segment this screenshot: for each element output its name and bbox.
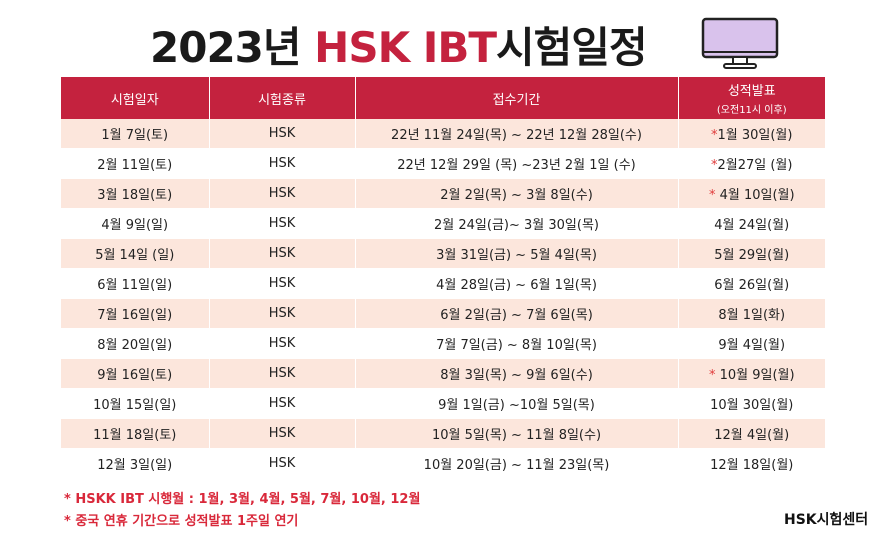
- header-type: 시험종류: [209, 77, 356, 119]
- cell-type: HSK: [209, 388, 356, 419]
- title-accent: HSK IBT: [314, 23, 497, 72]
- cell-type: HSK: [209, 119, 356, 149]
- cell-period: 22년 12월 29일 (목) ~23년 2월 1일 (수): [355, 148, 679, 179]
- cell-period: 8월 3일(목) ~ 9월 6일(수): [355, 358, 679, 389]
- table-row: 3월 18일(토) HSK 2월 2일(목) ~ 3월 8일(수) * 4월 1…: [61, 178, 825, 209]
- cell-period: 10월 5일(목) ~ 11월 8일(수): [355, 418, 679, 449]
- table-row: 2월 11일(토) HSK 22년 12월 29일 (목) ~23년 2월 1일…: [61, 148, 825, 179]
- result-star: *: [711, 158, 718, 173]
- page-title: 2023년 HSK IBT시험일정: [150, 14, 648, 75]
- result-date: 4월 24일(월): [714, 218, 790, 233]
- cell-period: 2월 24일(금)~ 3월 30일(목): [355, 208, 679, 239]
- title-area: 2023년 HSK IBT시험일정: [0, 10, 886, 72]
- cell-type: HSK: [209, 298, 356, 329]
- table-row: 4월 9일(일) HSK 2월 24일(금)~ 3월 30일(목) 4월 24일…: [61, 208, 825, 239]
- cell-type: HSK: [209, 148, 356, 179]
- header-result: 성적발표 (오전11시 이후): [678, 77, 825, 119]
- brand-label: HSK시험센터: [784, 512, 869, 528]
- result-date: 4월 10일(월): [719, 188, 795, 203]
- cell-result: * 4월 10일(월): [678, 178, 825, 209]
- cell-type: HSK: [209, 418, 356, 449]
- cell-date: 12월 3일(일): [61, 448, 210, 479]
- cell-result: * 10월 9일(월): [678, 358, 825, 389]
- cell-date: 8월 20일(일): [61, 328, 210, 359]
- cell-result: 10월 30일(월): [678, 388, 825, 419]
- footnote-delay: * 중국 연휴 기간으로 성적발표 1주일 연기: [64, 514, 299, 529]
- cell-result: 6월 26일(월): [678, 268, 825, 299]
- cell-date: 3월 18일(토): [61, 178, 210, 209]
- cell-date: 4월 9일(일): [61, 208, 210, 239]
- header-result-label: 성적발표: [727, 84, 776, 99]
- table-row: 12월 3일(일) HSK 10월 20일(금) ~ 11월 23일(목) 12…: [61, 448, 825, 479]
- table-row: 9월 16일(토) HSK 8월 3일(목) ~ 9월 6일(수) * 10월 …: [61, 358, 825, 389]
- cell-type: HSK: [209, 268, 356, 299]
- header-period: 접수기간: [355, 77, 679, 119]
- cell-date: 6월 11일(일): [61, 268, 210, 299]
- cell-result: 5월 29일(월): [678, 238, 825, 269]
- result-date: 12월 4일(월): [714, 428, 790, 443]
- result-date: 8월 1일(화): [718, 308, 786, 323]
- table-row: 1월 7일(토) HSK 22년 11월 24일(목) ~ 22년 12월 28…: [61, 119, 825, 149]
- cell-result: 4월 24일(월): [678, 208, 825, 239]
- result-date: 10월 30일(월): [710, 398, 794, 413]
- result-star: *: [711, 128, 718, 143]
- cell-period: 4월 28일(금) ~ 6월 1일(목): [355, 268, 679, 299]
- exam-schedule-table: 시험일자 시험종류 접수기간 성적발표 (오전11시 이후) 1월 7일(토) H…: [61, 77, 825, 479]
- cell-date: 10월 15일(일): [61, 388, 210, 419]
- cell-period: 9월 1일(금) ~10월 5일(목): [355, 388, 679, 419]
- result-date: 2월27일 (월): [717, 158, 793, 173]
- cell-result: 12월 18일(월): [678, 448, 825, 479]
- cell-type: HSK: [209, 448, 356, 479]
- cell-period: 6월 2일(금) ~ 7월 6일(목): [355, 298, 679, 329]
- cell-date: 1월 7일(토): [61, 119, 210, 149]
- result-star: *: [708, 368, 720, 383]
- table-body: 1월 7일(토) HSK 22년 11월 24일(목) ~ 22년 12월 28…: [61, 119, 825, 479]
- cell-period: 22년 11월 24일(목) ~ 22년 12월 28일(수): [355, 119, 679, 149]
- cell-date: 2월 11일(토): [61, 148, 210, 179]
- table-row: 11월 18일(토) HSK 10월 5일(목) ~ 11월 8일(수) 12월…: [61, 418, 825, 449]
- result-date: 9월 4일(월): [718, 338, 786, 353]
- result-star: *: [708, 188, 720, 203]
- cell-type: HSK: [209, 238, 356, 269]
- cell-result: *2월27일 (월): [678, 148, 825, 179]
- table-row: 8월 20일(일) HSK 7월 7일(금) ~ 8월 10일(목) 9월 4일…: [61, 328, 825, 359]
- cell-type: HSK: [209, 328, 356, 359]
- cell-result: 9월 4일(월): [678, 328, 825, 359]
- cell-period: 7월 7일(금) ~ 8월 10일(목): [355, 328, 679, 359]
- table-row: 5월 14일 (일) HSK 3월 31일(금) ~ 5월 4일(목) 5월 2…: [61, 238, 825, 269]
- table-row: 6월 11일(일) HSK 4월 28일(금) ~ 6월 1일(목) 6월 26…: [61, 268, 825, 299]
- result-date: 10월 9일(월): [719, 368, 795, 383]
- cell-type: HSK: [209, 178, 356, 209]
- table-header-row: 시험일자 시험종류 접수기간 성적발표 (오전11시 이후): [61, 77, 825, 119]
- title-suffix: 시험일정: [496, 23, 648, 72]
- result-date: 5월 29일(월): [714, 248, 790, 263]
- header-date: 시험일자: [61, 77, 210, 119]
- result-date: 6월 26일(월): [714, 278, 790, 293]
- title-prefix: 2023년: [150, 23, 315, 72]
- cell-type: HSK: [209, 358, 356, 389]
- monitor-icon: [701, 17, 779, 69]
- cell-date: 7월 16일(일): [61, 298, 210, 329]
- cell-period: 2월 2일(목) ~ 3월 8일(수): [355, 178, 679, 209]
- result-date: 1월 30일(월): [717, 128, 793, 143]
- cell-period: 10월 20일(금) ~ 11월 23일(목): [355, 448, 679, 479]
- cell-result: 12월 4일(월): [678, 418, 825, 449]
- footnote-hskk: * HSKK IBT 시행월 : 1월, 3월, 4월, 5월, 7월, 10월…: [64, 492, 421, 507]
- table-row: 7월 16일(일) HSK 6월 2일(금) ~ 7월 6일(목) 8월 1일(…: [61, 298, 825, 329]
- cell-date: 5월 14일 (일): [61, 238, 210, 269]
- cell-result: *1월 30일(월): [678, 119, 825, 149]
- cell-type: HSK: [209, 208, 356, 239]
- header-result-note: (오전11시 이후): [716, 105, 787, 116]
- cell-result: 8월 1일(화): [678, 298, 825, 329]
- table-row: 10월 15일(일) HSK 9월 1일(금) ~10월 5일(목) 10월 3…: [61, 388, 825, 419]
- cell-date: 11월 18일(토): [61, 418, 210, 449]
- cell-date: 9월 16일(토): [61, 358, 210, 389]
- cell-period: 3월 31일(금) ~ 5월 4일(목): [355, 238, 679, 269]
- result-date: 12월 18일(월): [710, 458, 794, 473]
